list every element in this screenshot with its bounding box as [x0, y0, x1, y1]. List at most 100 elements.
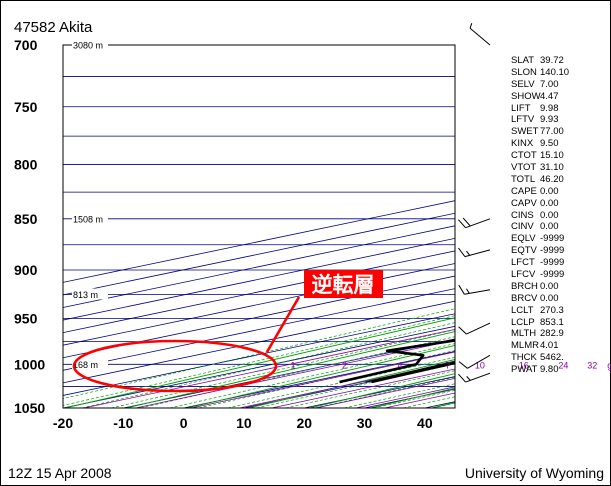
pressure-tick-label: 750	[14, 99, 38, 115]
wind-barb-staff	[466, 322, 491, 335]
index-key: LFTV	[511, 114, 535, 126]
index-key: VTOT	[511, 162, 537, 174]
plot-border	[62, 44, 456, 409]
height-label-background	[72, 288, 108, 300]
observation-time: 12Z 15 Apr 2008	[8, 465, 112, 481]
moist-adiabat-line	[169, 343, 455, 408]
index-row: SLON 140.10	[511, 67, 569, 79]
wind-barb-staff	[469, 27, 491, 46]
mixing-ratio-unit: g/kg	[607, 360, 611, 370]
pressure-tick-label: 1000	[14, 356, 45, 372]
height-label-background	[72, 39, 108, 50]
index-row: VTOT 31.10	[511, 162, 569, 174]
mixing-ratio-line	[83, 328, 455, 408]
isotherm-line	[63, 325, 455, 408]
index-row: LFTV 9.93	[511, 114, 569, 126]
wind-barb-flag	[462, 217, 471, 227]
index-key: LCLP	[511, 316, 535, 328]
dry-adiabat-line	[187, 344, 455, 408]
index-key: SLAT	[511, 55, 535, 66]
index-key: BRCV	[511, 292, 538, 304]
index-row: SHOW4.47	[511, 91, 569, 103]
wind-barb	[469, 23, 491, 46]
index-value: 140.10	[540, 66, 570, 78]
index-value: 853.1	[540, 316, 564, 328]
index-key: TOTL	[511, 173, 536, 185]
index-key: LFCV	[511, 269, 536, 281]
wind-barb	[458, 354, 491, 369]
wind-barb-flag	[458, 284, 465, 295]
index-row: CAPE 0.00	[511, 186, 569, 198]
isotherm-line	[63, 288, 455, 371]
mixing-ratio-label: 4	[397, 360, 402, 370]
index-row: LCLT 270.3	[511, 305, 569, 317]
height-label-background	[72, 212, 108, 224]
wind-barb-half-flag	[466, 376, 471, 381]
index-value: 282.9	[540, 328, 564, 340]
index-value: -9999	[540, 245, 565, 257]
dry-adiabat-line	[65, 317, 455, 408]
plot-background	[63, 45, 455, 408]
wind-barb-flag	[458, 373, 466, 383]
index-row: PWAT 9.80	[511, 364, 569, 376]
mixing-ratio-label: 10	[475, 360, 485, 370]
height-label: 1508 m	[73, 214, 103, 224]
index-key: BRCH	[511, 280, 538, 292]
index-key: LCLT	[511, 304, 534, 316]
wind-barb	[458, 322, 491, 335]
height-label: 3080 m	[73, 41, 103, 51]
index-value: 0.00	[540, 209, 559, 221]
height-label: 813 m	[73, 290, 98, 300]
index-key: SLON	[511, 66, 537, 78]
pressure-tick-label: 1050	[14, 400, 45, 416]
index-value: 0.00	[540, 280, 559, 292]
index-row: SWET 77.00	[511, 126, 569, 138]
sounding-curves	[339, 339, 455, 384]
mixing-ratio-label: 16	[519, 360, 529, 370]
temperature-tick-label: 40	[417, 415, 433, 431]
index-key: CINV	[511, 221, 534, 233]
moist-adiabat-line	[111, 329, 455, 408]
index-key: CAPE	[511, 185, 537, 197]
temperature-tick-label: -20	[53, 415, 73, 431]
index-value: 15.10	[540, 150, 564, 162]
index-row: MLTH 282.9	[511, 328, 569, 340]
index-value: 4.01	[540, 340, 559, 352]
index-row: KINX 9.50	[511, 138, 569, 150]
index-row: SLAT 39.72	[511, 55, 569, 67]
wind-barb-half-flag	[469, 23, 473, 29]
index-row: CAPV 0.00	[511, 198, 569, 210]
index-value: 9.93	[540, 114, 559, 126]
mixing-ratio-label: 24	[558, 360, 568, 370]
index-value: 9.80	[540, 364, 559, 376]
inversion-label-box	[304, 270, 383, 298]
index-key: MLMR	[511, 340, 539, 352]
temperature-tick-label: 30	[357, 415, 373, 431]
index-row: LIFT 9.98	[511, 103, 569, 115]
index-value: 0.00	[540, 197, 559, 209]
index-key: THCK	[511, 352, 537, 364]
pressure-tick-label: 800	[14, 157, 38, 173]
wind-barb-flag	[458, 326, 467, 335]
index-row: LFCV -9999	[511, 269, 569, 281]
dry-adiabat-line	[126, 331, 455, 408]
index-value: 0.00	[540, 221, 559, 233]
pressure-tick-label: 900	[14, 262, 38, 278]
index-value: 77.00	[540, 126, 564, 138]
index-value: 0.00	[540, 185, 559, 197]
wind-barb	[458, 372, 491, 383]
mixing-ratio-label: 2	[342, 360, 347, 370]
wind-barb-flag	[458, 361, 468, 369]
index-row: EQLV -9999	[511, 233, 569, 245]
moist-adiabat-line	[140, 336, 455, 408]
wind-barb-staff	[464, 249, 491, 258]
index-value: 9.98	[540, 102, 559, 114]
index-key: LIFT	[511, 102, 531, 114]
index-key: SELV	[511, 78, 535, 90]
index-key: CINS	[511, 209, 534, 221]
index-row: MLMR4.01	[511, 340, 569, 352]
index-key: LFCT	[511, 257, 535, 269]
index-row: CTOT 15.10	[511, 150, 569, 162]
station-title: 47582 Akita	[14, 19, 93, 36]
pressure-tick-label: 850	[14, 211, 38, 227]
